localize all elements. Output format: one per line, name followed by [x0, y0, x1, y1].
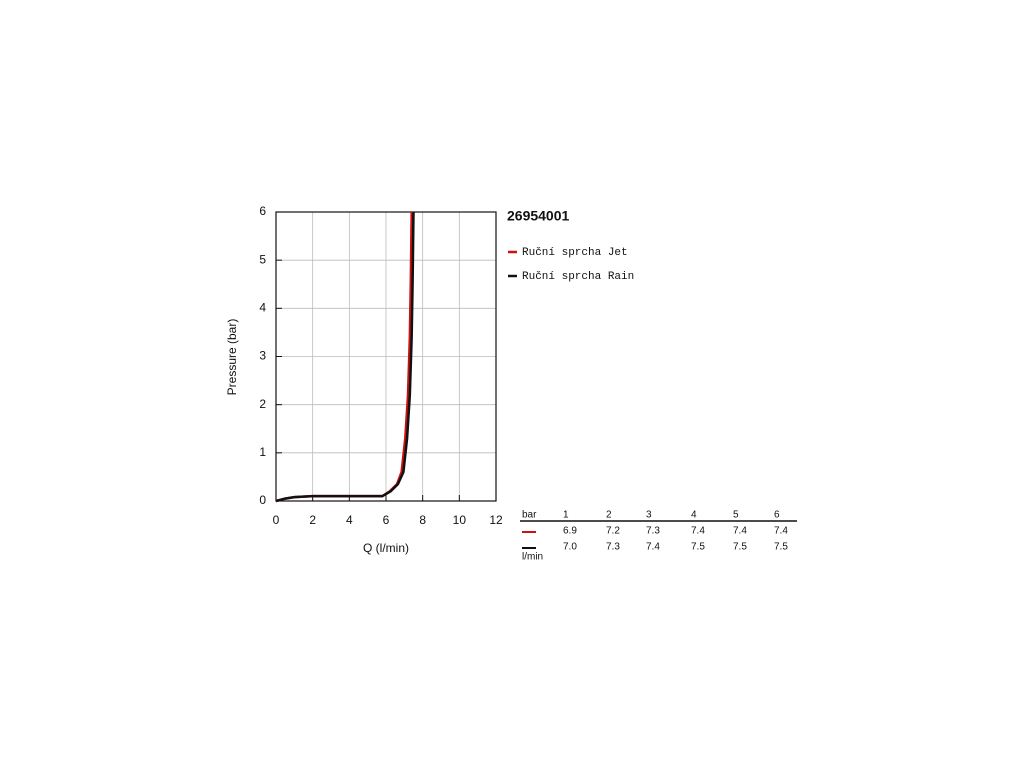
table-cell: 7.4 — [733, 526, 747, 537]
y-axis-label: Pressure (bar) — [225, 319, 239, 396]
table-cell: 7.4 — [691, 526, 705, 537]
x-tick-label: 10 — [453, 513, 467, 527]
table-cell: 7.5 — [691, 542, 705, 553]
x-axis-label: Q (l/min) — [363, 541, 409, 555]
table-header: 3 — [646, 510, 652, 521]
table-cell: 7.5 — [774, 542, 788, 553]
table-header: 1 — [563, 510, 569, 521]
y-tick-label: 2 — [259, 397, 266, 411]
y-tick-label: 5 — [259, 252, 266, 266]
table-unit: l/min — [522, 552, 543, 563]
x-tick-label: 4 — [346, 513, 353, 527]
table-header: 6 — [774, 510, 780, 521]
x-tick-label: 12 — [489, 513, 503, 527]
y-tick-label: 4 — [259, 301, 266, 315]
y-tick-label: 6 — [259, 204, 266, 218]
table-header: bar — [522, 510, 537, 521]
table-header: 5 — [733, 510, 739, 521]
table-cell: 7.3 — [646, 526, 660, 537]
table-header: 4 — [691, 510, 697, 521]
table-header: 2 — [606, 510, 612, 521]
plot-frame — [275, 211, 497, 502]
table-cell: 7.3 — [606, 542, 620, 553]
y-tick-label: 0 — [259, 493, 266, 507]
table-cell: 7.5 — [733, 542, 747, 553]
x-tick-label: 2 — [309, 513, 316, 527]
legend-label: Ruční sprcha Jet — [522, 247, 628, 259]
legend-label: Ruční sprcha Rain — [522, 271, 634, 283]
table-cell: 6.9 — [563, 526, 577, 537]
y-tick-label: 1 — [259, 445, 266, 459]
series-line — [275, 211, 415, 503]
chart-title: 26954001 — [507, 208, 570, 224]
x-tick-label: 0 — [273, 513, 280, 527]
table-cell: 7.0 — [563, 542, 577, 553]
x-tick-label: 8 — [419, 513, 426, 527]
x-tick-label: 6 — [383, 513, 390, 527]
y-tick-label: 3 — [259, 349, 266, 363]
table-cell: 7.2 — [606, 526, 620, 537]
table-cell: 7.4 — [646, 542, 660, 553]
table-cell: 7.4 — [774, 526, 788, 537]
